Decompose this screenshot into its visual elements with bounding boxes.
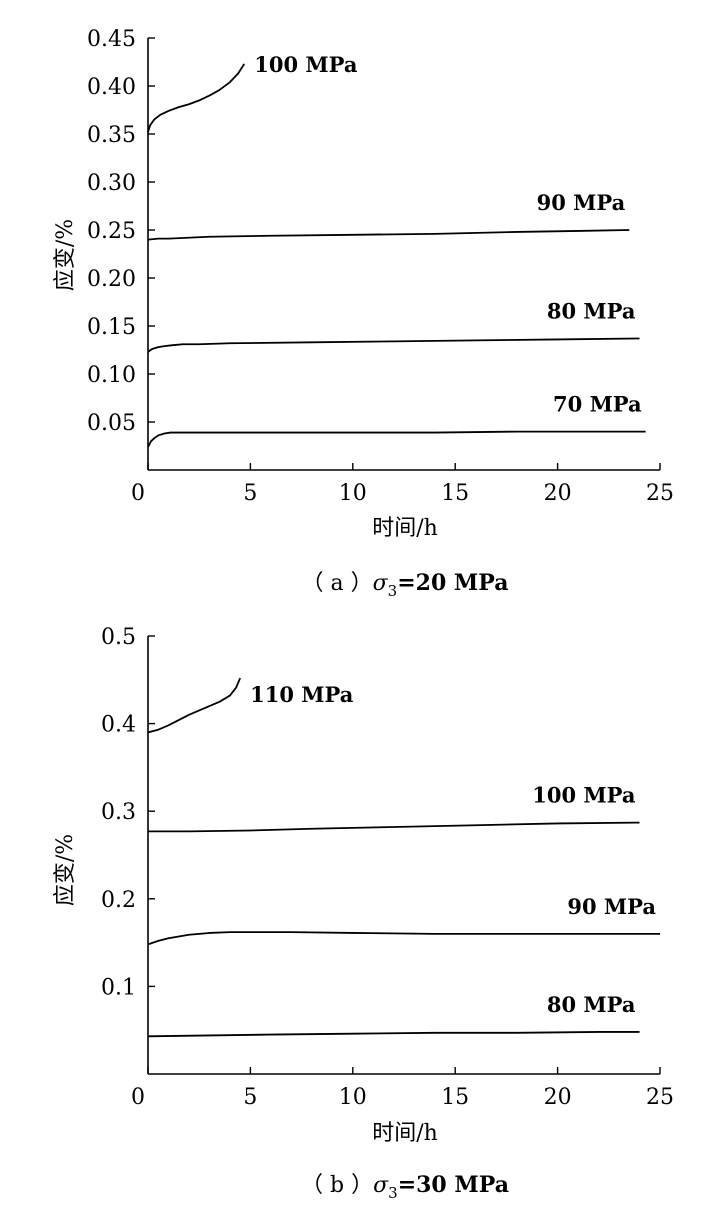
x-tick-label: 0 [131, 1085, 145, 1110]
caption-sigma: σ [373, 571, 389, 596]
chart-panel-b: 应变/% 时间/h （ b ）σ3=30 MPa 0.1 0.2 0.3 0.4 0.5… [53, 625, 674, 1202]
series-line-90-mpa [147, 229, 630, 241]
x-tick-label: 25 [646, 481, 674, 506]
x-tick-label: 10 [339, 481, 367, 506]
x-tick-label: 0 [131, 481, 145, 506]
caption: （ b ）σ3=30 MPa [301, 1172, 509, 1202]
series-label: 80 MPa [547, 992, 636, 1017]
series-label: 90 MPa [537, 190, 626, 215]
caption-prefix: （ b ） [301, 1173, 373, 1198]
caption-sigma: σ [373, 1173, 389, 1198]
y-tick-label: 0.20 [87, 267, 136, 292]
x-tick-label: 15 [441, 481, 469, 506]
series-line-80-mpa [147, 1031, 640, 1038]
x-axis-label: 时间/h [372, 1121, 438, 1146]
caption-condition: =30 MPa [398, 1172, 509, 1198]
caption: （ a ）σ3=20 MPa [302, 570, 509, 600]
series-label: 110 MPa [250, 682, 354, 707]
x-tick-label: 20 [544, 1085, 572, 1110]
y-tick-label: 0.45 [87, 27, 136, 52]
y-tick-label: 0.40 [87, 75, 136, 100]
caption-prefix: （ a ） [302, 571, 373, 596]
series-line-110-mpa [147, 677, 241, 734]
series-label: 80 MPa [547, 298, 636, 323]
y-tick-label: 0.10 [87, 363, 136, 388]
caption-subscript: 3 [388, 582, 398, 600]
x-tick-label: 5 [243, 1085, 257, 1110]
series-line-70-mpa [147, 430, 646, 448]
caption-condition: =20 MPa [397, 570, 508, 596]
caption-subscript: 3 [388, 1184, 398, 1202]
series-label: 100 MPa [532, 783, 636, 808]
y-tick-label: 0.1 [101, 975, 136, 1000]
series-line-80-mpa [147, 337, 640, 353]
series-line-90-mpa [147, 931, 660, 946]
x-tick-label: 25 [646, 1085, 674, 1110]
y-tick-label: 0.15 [87, 315, 136, 340]
x-tick-label: 10 [339, 1085, 367, 1110]
series-label: 90 MPa [567, 894, 656, 919]
y-axis-label: 应变/% [53, 219, 78, 291]
series-label: 70 MPa [553, 392, 642, 417]
series-line-100-mpa [148, 821, 640, 833]
y-tick-label: 0.2 [101, 888, 136, 913]
series-label: 100 MPa [254, 52, 358, 77]
x-axis-label: 时间/h [372, 516, 438, 541]
y-tick-label: 0.3 [101, 800, 136, 825]
y-tick-label: 0.4 [101, 713, 136, 738]
y-tick-label: 0.05 [87, 411, 136, 436]
x-tick-label: 15 [441, 1085, 469, 1110]
y-tick-label: 0.5 [101, 625, 136, 650]
x-tick-label: 5 [243, 481, 257, 506]
x-tick-label: 20 [544, 481, 572, 506]
chart-panel-a: 应变/% 时间/h （ a ）σ3=20 MPa 0.05 0.10 0.15 0.2… [53, 27, 674, 600]
y-axis-label: 应变/% [53, 834, 78, 906]
y-tick-label: 0.25 [87, 219, 136, 244]
series-line-100-mpa [147, 63, 246, 133]
y-tick-label: 0.35 [87, 123, 136, 148]
y-tick-label: 0.30 [87, 171, 136, 196]
